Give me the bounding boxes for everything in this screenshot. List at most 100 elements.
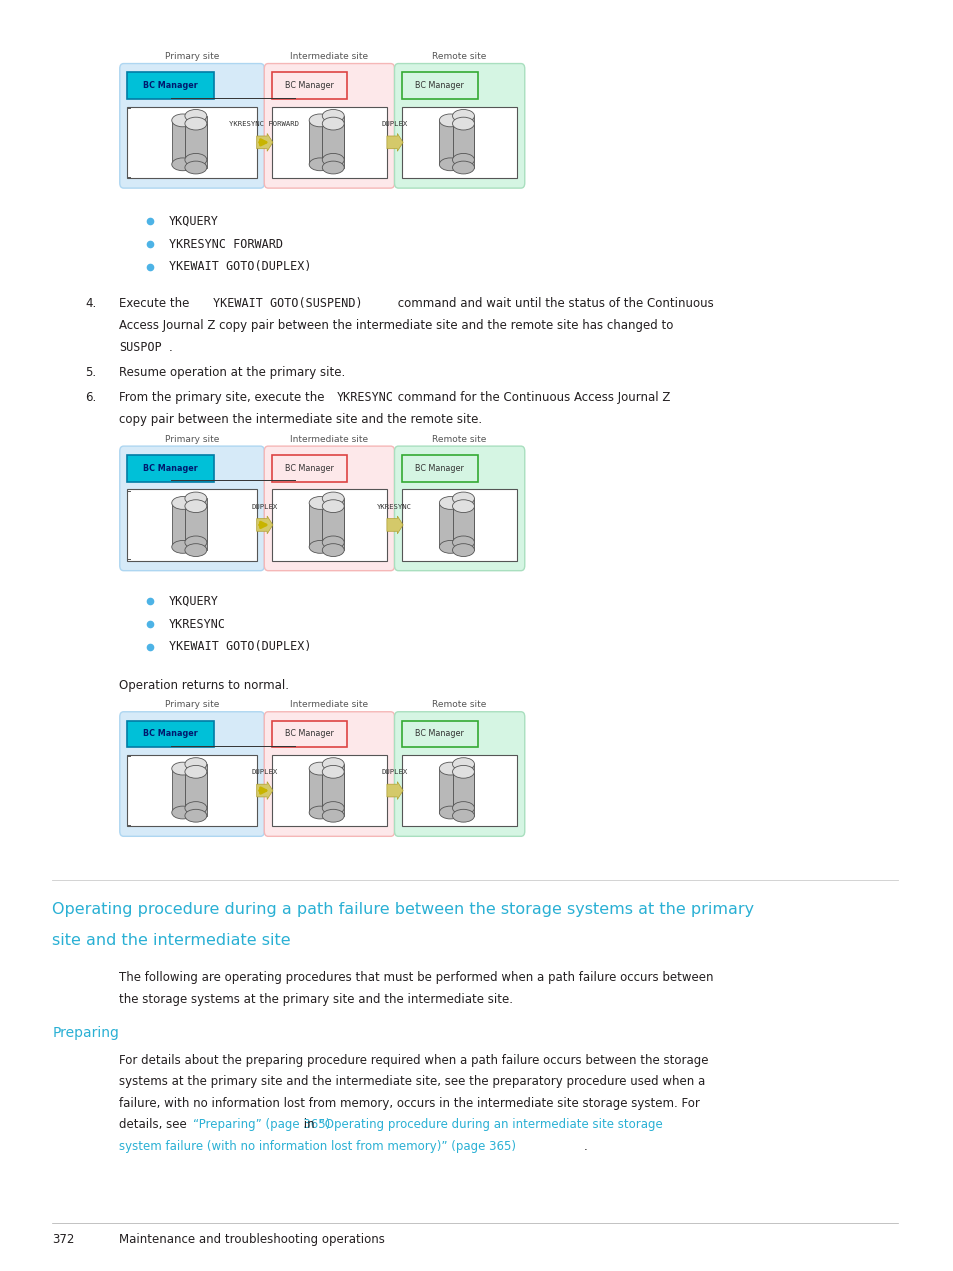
Ellipse shape <box>185 765 207 778</box>
Ellipse shape <box>309 114 331 127</box>
Text: DUPLEX: DUPLEX <box>251 503 277 510</box>
Ellipse shape <box>452 536 474 549</box>
Ellipse shape <box>185 802 207 815</box>
Ellipse shape <box>439 158 461 170</box>
Text: BC Manager: BC Manager <box>285 81 334 90</box>
FancyBboxPatch shape <box>395 712 524 836</box>
FancyBboxPatch shape <box>272 72 347 99</box>
Text: BC Manager: BC Manager <box>285 464 334 473</box>
Text: Intermediate site: Intermediate site <box>290 435 368 444</box>
Text: YKEWAIT GOTO(DUPLEX): YKEWAIT GOTO(DUPLEX) <box>169 641 312 653</box>
Ellipse shape <box>185 810 207 822</box>
Bar <box>172 769 193 812</box>
FancyArrow shape <box>387 782 403 799</box>
Ellipse shape <box>322 544 344 557</box>
Text: Remote site: Remote site <box>432 52 486 61</box>
Bar <box>322 116 344 160</box>
Text: YKRESYNC FORWARD: YKRESYNC FORWARD <box>229 121 299 127</box>
FancyBboxPatch shape <box>272 755 387 826</box>
Ellipse shape <box>185 544 207 557</box>
Text: Intermediate site: Intermediate site <box>290 700 368 709</box>
Ellipse shape <box>322 536 344 549</box>
Text: Intermediate site: Intermediate site <box>290 52 368 61</box>
Ellipse shape <box>172 540 193 553</box>
Ellipse shape <box>322 500 344 512</box>
Ellipse shape <box>185 758 207 770</box>
Ellipse shape <box>185 536 207 549</box>
Text: BC Manager: BC Manager <box>415 81 464 90</box>
Ellipse shape <box>322 802 344 815</box>
Bar <box>452 764 474 808</box>
Bar <box>185 506 207 550</box>
Text: the storage systems at the primary site and the intermediate site.: the storage systems at the primary site … <box>119 993 513 1005</box>
Ellipse shape <box>309 763 331 775</box>
Text: .: . <box>169 341 172 353</box>
Text: 6.: 6. <box>86 391 96 404</box>
Text: command and wait until the status of the Continuous: command and wait until the status of the… <box>394 297 713 310</box>
Ellipse shape <box>439 540 461 553</box>
Text: Remote site: Remote site <box>432 700 486 709</box>
Bar <box>322 771 344 816</box>
Ellipse shape <box>309 540 331 553</box>
FancyBboxPatch shape <box>272 721 347 747</box>
Ellipse shape <box>452 544 474 557</box>
Ellipse shape <box>452 109 474 122</box>
Text: systems at the primary site and the intermediate site, see the preparatory proce: systems at the primary site and the inte… <box>119 1075 704 1088</box>
Bar <box>309 121 331 164</box>
Ellipse shape <box>452 161 474 174</box>
FancyBboxPatch shape <box>264 712 395 836</box>
Bar <box>309 769 331 812</box>
Text: system failure (with no information lost from memory)” (page 365): system failure (with no information lost… <box>119 1140 516 1153</box>
Text: in: in <box>300 1118 318 1131</box>
Text: YKQUERY: YKQUERY <box>169 595 219 608</box>
Ellipse shape <box>452 758 474 770</box>
Text: BC Manager: BC Manager <box>415 464 464 473</box>
Text: Operating procedure during a path failure between the storage systems at the pri: Operating procedure during a path failur… <box>52 902 754 918</box>
Ellipse shape <box>322 758 344 770</box>
Ellipse shape <box>439 497 461 510</box>
Ellipse shape <box>185 500 207 512</box>
Text: failure, with no information lost from memory, occurs in the intermediate site s: failure, with no information lost from m… <box>119 1097 699 1110</box>
Bar <box>439 121 461 164</box>
Ellipse shape <box>185 154 207 167</box>
FancyBboxPatch shape <box>128 755 256 826</box>
Text: Preparing: Preparing <box>52 1026 119 1040</box>
Text: For details about the preparing procedure required when a path failure occurs be: For details about the preparing procedur… <box>119 1054 707 1066</box>
Ellipse shape <box>439 806 461 819</box>
Bar <box>439 503 461 547</box>
Bar <box>185 116 207 160</box>
Text: 4.: 4. <box>86 297 96 310</box>
Bar <box>322 506 344 550</box>
Text: “Operating procedure during an intermediate site storage: “Operating procedure during an intermedi… <box>319 1118 662 1131</box>
FancyBboxPatch shape <box>402 489 517 561</box>
Ellipse shape <box>185 117 207 130</box>
Ellipse shape <box>172 763 193 775</box>
Ellipse shape <box>172 497 193 510</box>
Bar <box>452 771 474 816</box>
Ellipse shape <box>309 158 331 170</box>
FancyBboxPatch shape <box>402 72 477 99</box>
Ellipse shape <box>452 765 474 778</box>
FancyArrow shape <box>256 516 273 534</box>
Ellipse shape <box>309 806 331 819</box>
FancyArrow shape <box>256 782 273 799</box>
Bar <box>322 764 344 808</box>
FancyArrow shape <box>387 516 403 534</box>
Ellipse shape <box>322 109 344 122</box>
Text: copy pair between the intermediate site and the remote site.: copy pair between the intermediate site … <box>119 413 481 426</box>
Text: Operation returns to normal.: Operation returns to normal. <box>119 679 289 691</box>
Bar <box>172 121 193 164</box>
Ellipse shape <box>309 497 331 510</box>
Bar <box>172 503 193 547</box>
Ellipse shape <box>185 161 207 174</box>
Text: Maintenance and troubleshooting operations: Maintenance and troubleshooting operatio… <box>119 1233 384 1246</box>
Ellipse shape <box>322 154 344 167</box>
FancyBboxPatch shape <box>272 455 347 482</box>
Ellipse shape <box>322 492 344 505</box>
Text: BC Manager: BC Manager <box>143 730 198 738</box>
Text: BC Manager: BC Manager <box>415 730 464 738</box>
FancyArrow shape <box>256 133 273 151</box>
Ellipse shape <box>452 117 474 130</box>
Ellipse shape <box>452 492 474 505</box>
Ellipse shape <box>185 109 207 122</box>
